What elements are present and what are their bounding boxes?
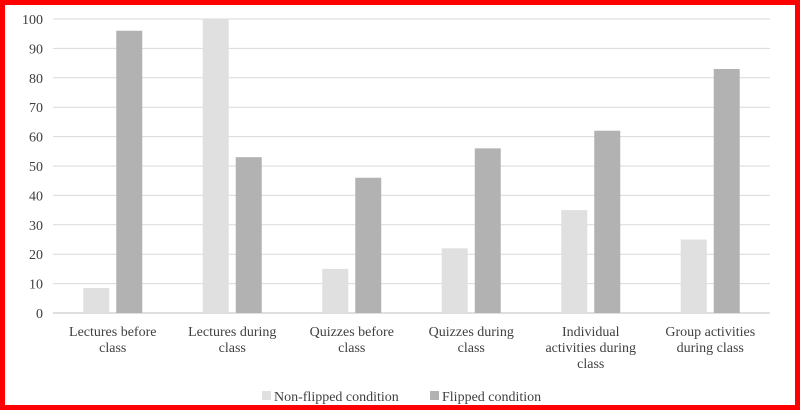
y-tick-label: 50 (29, 160, 43, 175)
x-category-label: Individual (562, 325, 620, 340)
bar-flipped-2 (355, 177, 382, 313)
bars (83, 19, 740, 313)
bar-non-flipped-5 (680, 239, 707, 313)
bar-non-flipped-1 (202, 19, 229, 313)
x-category-label: class (577, 357, 604, 372)
x-category-label: during class (677, 341, 744, 356)
y-tick-label: 30 (29, 219, 43, 234)
x-category-label: activities during (545, 341, 636, 356)
legend-swatch-0 (262, 391, 271, 400)
x-category-label: Lectures before (69, 325, 156, 340)
x-category-label: Group activities (665, 325, 755, 340)
legend-label-1: Flipped condition (442, 390, 541, 405)
legend-label-0: Non-flipped condition (274, 390, 399, 405)
x-category-label: class (338, 341, 365, 356)
x-category-label: class (99, 341, 126, 356)
x-category-label: Quizzes before (310, 325, 394, 340)
x-category-label: Lectures during (188, 325, 276, 340)
y-tick-label: 40 (29, 189, 43, 204)
y-tick-label: 20 (29, 248, 43, 263)
bar-non-flipped-2 (322, 268, 349, 313)
legend: Non-flipped condition Flipped condition (262, 390, 541, 405)
y-axis: 0 10 20 30 40 50 60 70 80 90 100 (22, 13, 43, 322)
bar-non-flipped-4 (561, 210, 588, 313)
x-category-label: class (458, 341, 485, 356)
y-tick-label: 90 (29, 42, 43, 57)
bar-flipped-4 (594, 130, 621, 313)
gridlines (53, 18, 770, 314)
bar-flipped-0 (116, 30, 143, 313)
y-tick-label: 100 (22, 13, 43, 28)
x-category-label: class (219, 341, 246, 356)
y-tick-label: 0 (36, 307, 43, 322)
bar-flipped-1 (235, 157, 262, 313)
y-tick-label: 80 (29, 72, 43, 87)
y-tick-label: 10 (29, 278, 43, 293)
y-tick-label: 70 (29, 101, 43, 116)
bar-flipped-5 (713, 68, 740, 313)
legend-swatch-1 (430, 391, 439, 400)
y-tick-label: 60 (29, 131, 43, 146)
bar-non-flipped-0 (83, 288, 110, 313)
x-category-label: Quizzes during (429, 325, 514, 340)
bar-non-flipped-3 (441, 248, 468, 313)
bar-flipped-3 (474, 148, 501, 313)
